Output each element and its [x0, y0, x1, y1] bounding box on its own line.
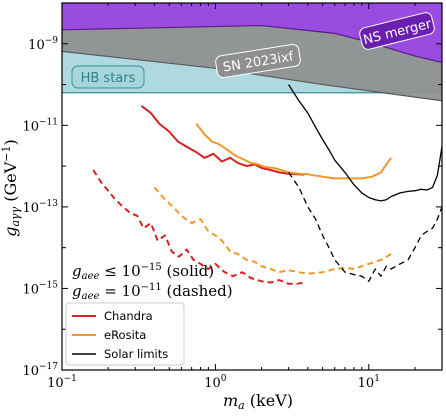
- y-tick-label: 10−13: [22, 199, 58, 216]
- legend-label-chandra: Chandra: [104, 309, 153, 323]
- series-solar-limits-dashed: [288, 172, 442, 282]
- axis-labels: 10−1 100 101 10−9 10−11 10−13 10−15 10−17: [22, 36, 379, 391]
- region-edge-sn-2023ixf: [62, 50, 442, 102]
- y-tick-label: 10−11: [22, 117, 58, 134]
- hb-stars-label: HB stars: [71, 65, 145, 89]
- series-chandra: [140, 105, 305, 176]
- y-axis-title: gaγγ (GeV−1): [0, 139, 22, 237]
- excluded-regions: [62, 3, 442, 102]
- series-erosita: [195, 122, 393, 180]
- x-tick-label: 101: [358, 374, 380, 391]
- limit-curves: [92, 84, 442, 285]
- series-chandra-dashed: [92, 169, 305, 285]
- x-axis-title: ma (keV): [223, 391, 293, 412]
- annotation-solid: gaee ≤ 10−15 (solid): [72, 262, 214, 282]
- series-erosita-dashed: [153, 186, 392, 275]
- legend: Chandra eRosita Solar limits: [65, 302, 185, 366]
- region-edge-ns-merger: [62, 24, 442, 63]
- region-ns-merger: [62, 3, 442, 63]
- y-tick-label: 10−15: [22, 280, 58, 297]
- series-solar-limits: [288, 84, 442, 202]
- y-tick-label: 10−9: [28, 36, 58, 53]
- legend-label-erosita: eRosita: [104, 328, 146, 342]
- x-tick-label: 10−1: [47, 374, 77, 391]
- y-tick-label: 10−17: [22, 362, 58, 379]
- plot-frame: [61, 2, 443, 371]
- legend-box: [65, 302, 185, 366]
- annotation-dashed: gaee = 10−11 (dashed): [72, 282, 233, 302]
- axis-ticks: [61, 2, 443, 371]
- x-tick-label: 100: [204, 374, 227, 391]
- legend-label-solar-limits: Solar limits: [104, 347, 168, 361]
- svg-text:HB stars: HB stars: [81, 71, 136, 86]
